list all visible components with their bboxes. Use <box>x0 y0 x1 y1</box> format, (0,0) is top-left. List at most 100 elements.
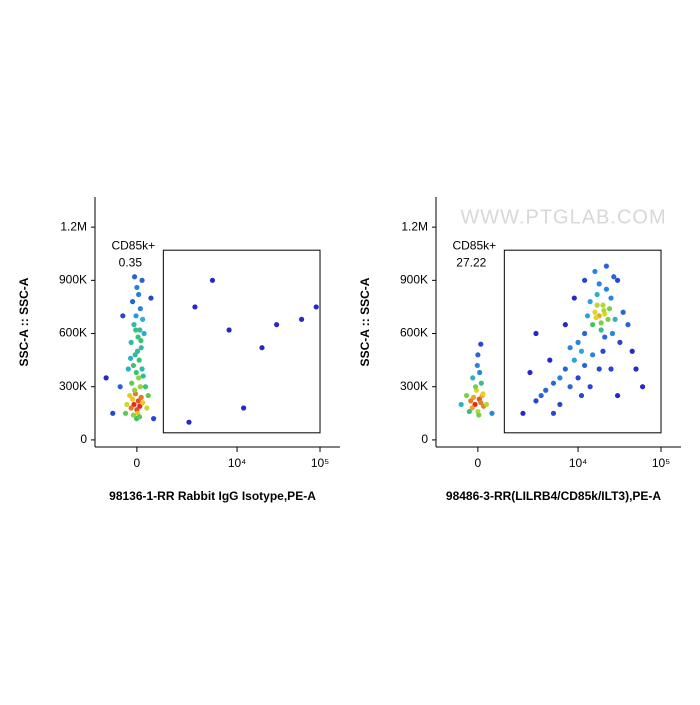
event-point <box>547 357 553 363</box>
event-point <box>130 412 137 418</box>
event-point <box>127 392 133 399</box>
event-point <box>139 366 145 372</box>
event-point <box>639 384 646 390</box>
event-point <box>125 366 131 372</box>
event-point <box>133 327 139 333</box>
event-point <box>557 375 563 381</box>
event-point <box>612 316 618 322</box>
event-point <box>298 316 305 322</box>
event-point <box>131 322 137 328</box>
event-point <box>133 369 139 376</box>
event-point <box>142 384 149 390</box>
event-point <box>582 277 588 283</box>
event-point <box>582 362 588 369</box>
y-tick-label: 900K <box>400 273 428 287</box>
event-point <box>117 384 123 390</box>
event-point <box>273 322 280 328</box>
event-point <box>192 304 198 310</box>
event-point <box>633 366 639 372</box>
event-point <box>131 401 137 408</box>
gate-label: CD85k+ <box>452 238 496 252</box>
event-point <box>608 295 614 301</box>
event-point <box>520 410 526 416</box>
event-point <box>590 352 596 358</box>
event-point <box>578 348 585 354</box>
event-point <box>562 366 568 372</box>
event-point <box>606 306 613 312</box>
event-point <box>603 286 610 292</box>
event-point <box>476 412 482 418</box>
event-point <box>131 387 138 393</box>
event-point <box>186 419 192 425</box>
event-point <box>625 322 631 328</box>
event-point <box>594 302 600 308</box>
event-point <box>478 380 484 386</box>
event-point <box>480 391 486 397</box>
event-point <box>135 398 141 404</box>
event-point <box>139 277 145 283</box>
event-point <box>600 348 606 354</box>
y-tick-label: 1.2M <box>401 219 428 233</box>
x-tick-label: 10⁴ <box>569 456 588 470</box>
event-point <box>578 392 585 399</box>
event-point <box>598 320 604 326</box>
event-point <box>110 410 116 416</box>
event-point <box>614 392 621 399</box>
event-point <box>598 327 604 333</box>
x-tick-label: 10⁴ <box>228 456 247 470</box>
y-axis-title: SSC-A :: SSC-A <box>358 277 372 366</box>
y-tick-label: 300K <box>59 379 87 393</box>
event-point <box>140 373 146 379</box>
event-point <box>138 394 144 400</box>
event-point <box>477 369 483 376</box>
event-point <box>483 401 490 408</box>
y-tick-label: 900K <box>59 273 87 287</box>
event-point <box>137 403 143 409</box>
event-point <box>137 306 143 312</box>
event-point <box>128 405 134 411</box>
event-point <box>617 339 623 345</box>
event-point <box>103 375 109 381</box>
x-tick-label: 0 <box>475 456 482 470</box>
x-tick-label: 0 <box>134 456 141 470</box>
event-point <box>122 410 129 416</box>
event-point <box>470 394 477 400</box>
event-point <box>135 334 141 340</box>
event-point <box>129 299 136 305</box>
event-point <box>571 295 577 301</box>
event-point <box>575 375 581 381</box>
event-point <box>620 309 626 315</box>
event-point <box>466 408 472 415</box>
event-point <box>136 291 142 298</box>
event-point <box>145 392 151 399</box>
event-point <box>611 274 617 280</box>
event-point <box>131 274 138 280</box>
event-point <box>134 284 140 291</box>
event-point <box>259 345 265 351</box>
event-point <box>148 295 154 301</box>
event-point <box>575 339 581 345</box>
event-point <box>593 314 599 321</box>
y-tick-label: 600K <box>59 326 87 340</box>
x-axis-title: 98486-3-RR(LILRB4/CD85k/ILT3),PE-A <box>446 489 661 503</box>
gate <box>503 249 662 434</box>
event-point <box>605 316 611 322</box>
x-tick-label: 10⁵ <box>311 456 329 470</box>
gate <box>162 249 321 434</box>
event-point <box>567 345 573 351</box>
event-point <box>587 299 593 305</box>
event-point <box>141 330 147 337</box>
event-point <box>609 330 616 337</box>
gate-percent: 27.22 <box>456 255 486 269</box>
event-point <box>533 398 539 404</box>
event-point <box>468 398 474 404</box>
watermark: WWW.PTGLAB.COM <box>460 206 666 228</box>
y-axis-title: SSC-A :: SSC-A <box>17 277 31 366</box>
event-point <box>538 392 544 399</box>
x-tick-label: 10⁵ <box>652 456 670 470</box>
event-point <box>596 281 602 287</box>
event-point <box>590 322 596 328</box>
event-point <box>127 355 134 361</box>
event-point <box>134 348 141 354</box>
